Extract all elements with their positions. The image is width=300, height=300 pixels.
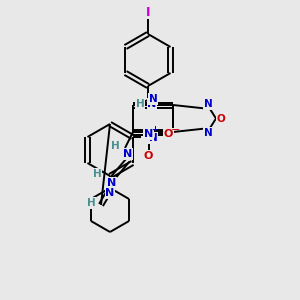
Text: N: N [105,188,115,198]
Text: −: − [171,125,180,135]
Text: O: O [144,151,153,161]
Text: N: N [148,133,158,143]
Text: I: I [146,5,150,19]
Text: N: N [107,178,117,188]
Text: N: N [204,128,212,138]
Text: H: H [111,141,119,151]
Text: H: H [87,198,95,208]
Text: N: N [123,149,133,159]
Text: N: N [147,99,157,109]
Text: N: N [204,99,212,109]
Text: H: H [136,99,144,109]
Text: N: N [148,94,158,104]
Text: H: H [93,169,101,179]
Text: O: O [164,129,173,139]
Text: O: O [217,113,225,124]
Text: +: + [151,125,158,134]
Text: N: N [144,129,153,139]
